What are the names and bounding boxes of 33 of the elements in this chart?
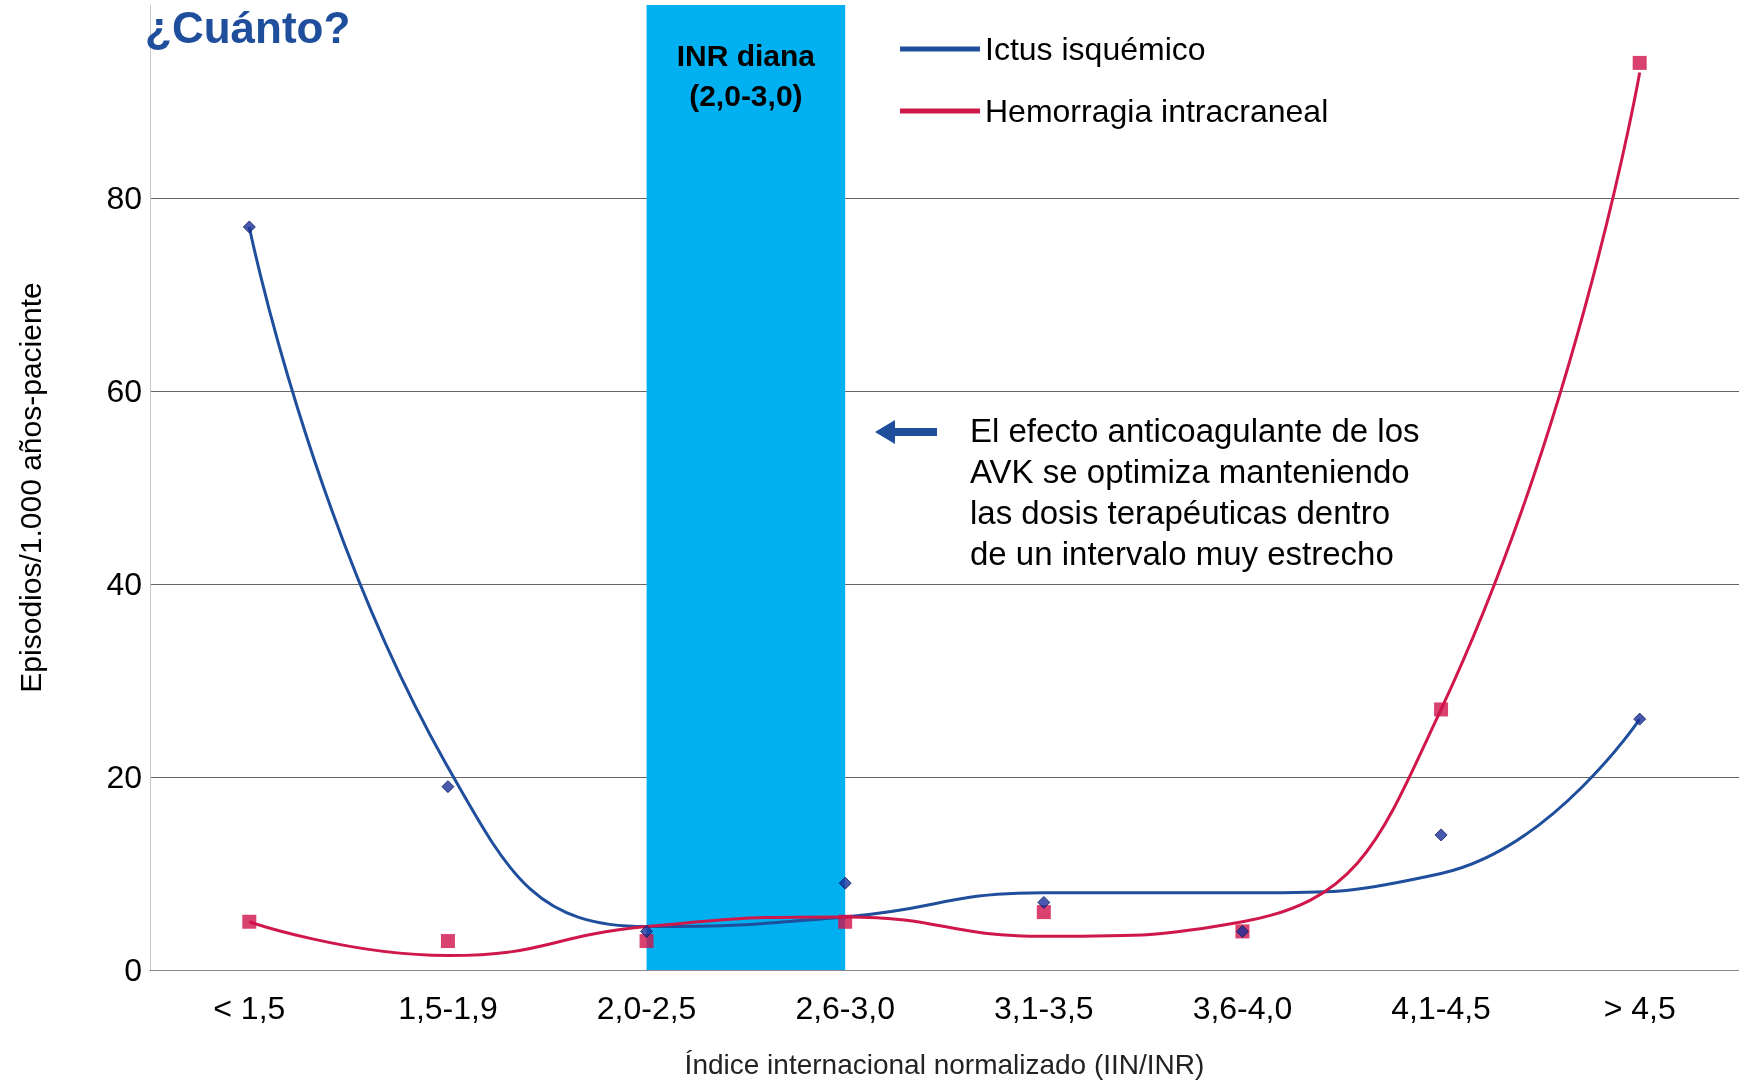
x-tick-label: 1,5-1,9 <box>398 990 498 1026</box>
x-axis-title: Índice internacional normalizado (IIN/INR) <box>684 1048 1205 1080</box>
y-tick-label: 60 <box>106 373 142 409</box>
y-tick-label: 40 <box>106 566 142 602</box>
point <box>1633 712 1647 726</box>
annotation: El efecto anticoagulante de los AVK se optimiza manteniendo las dosis terapéuticas dentro de un intervalo muy estrecho <box>970 412 1420 572</box>
point <box>441 780 455 794</box>
x-tick-label: 4,1-4,5 <box>1391 990 1491 1026</box>
chart-title: ¿Cuánto? <box>145 2 351 52</box>
point <box>440 934 455 949</box>
point <box>640 924 654 938</box>
point <box>242 914 257 929</box>
x-tick-label: > 4,5 <box>1603 990 1676 1026</box>
legend-label: Hemorragia intracraneal <box>985 93 1329 129</box>
point <box>1632 55 1647 70</box>
x-tick-label: 2,0-2,5 <box>596 990 697 1026</box>
band-label: INR diana (2,0-3,0) <box>676 38 816 112</box>
legend-label: Ictus isquémico <box>985 31 1206 67</box>
y-tick-label: 20 <box>106 759 142 795</box>
y-axis-title: Episodios/1.000 años-paciente <box>13 282 47 693</box>
point <box>838 914 853 929</box>
y-tick-label: 80 <box>106 180 142 216</box>
point <box>639 934 654 949</box>
x-tick-label: 3,6-4,0 <box>1192 990 1293 1026</box>
point <box>242 220 256 234</box>
point <box>1434 828 1448 842</box>
point <box>838 876 852 890</box>
x-tick-label: 3,1-3,5 <box>994 990 1094 1026</box>
point <box>1434 702 1449 717</box>
x-tick-label: < 1,5 <box>213 990 286 1026</box>
point <box>1037 895 1051 909</box>
y-tick-label: 0 <box>124 952 142 988</box>
x-tick-label: 2,6-3,0 <box>795 990 895 1026</box>
